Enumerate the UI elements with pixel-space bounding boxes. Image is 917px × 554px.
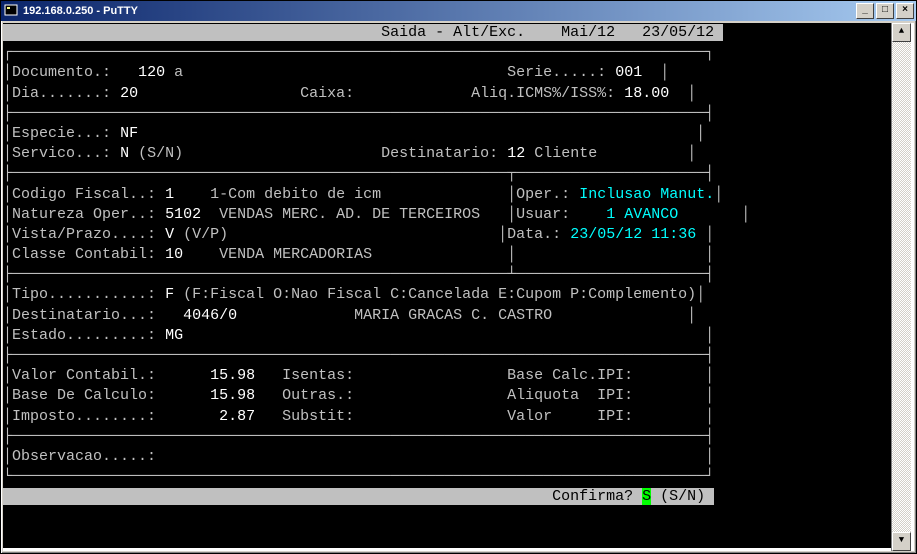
- tipo-field: F: [165, 286, 174, 303]
- row: │Tipo...........: F (F:Fiscal O:Nao Fisc…: [3, 286, 705, 303]
- servico-field: N: [120, 145, 129, 162]
- especie-field: NF: [120, 125, 138, 142]
- titlebar[interactable]: 192.168.0.250 - PuTTY _ □ ×: [1, 1, 916, 21]
- row: │Estado.........: MG │: [3, 327, 714, 344]
- status-line: Saida - Alt/Exc. Mai/12 23/05/12: [3, 23, 891, 43]
- row: └───────────────────────────────────────…: [3, 468, 714, 485]
- row: │Codigo Fiscal..: 1 1-Com debito de icm …: [3, 186, 723, 203]
- bc-field: 15.98: [210, 387, 255, 404]
- maximize-button[interactable]: □: [876, 3, 894, 19]
- row: │Destinatario...: 4046/0 MARIA GRACAS C.…: [3, 307, 696, 324]
- putty-window: 192.168.0.250 - PuTTY _ □ × Saida - Alt/…: [0, 0, 917, 554]
- row: ├───────────────────────────────────────…: [3, 347, 714, 364]
- row: │Base De Calculo: 15.98 Outras.: Aliquot…: [3, 387, 714, 404]
- confirm-prompt: Confirma?: [552, 488, 633, 505]
- row: │Observacao.....: │: [3, 448, 714, 465]
- client-area: Saida - Alt/Exc. Mai/12 23/05/12 ┌──────…: [3, 23, 914, 551]
- row: ├───────────────────────────────────────…: [3, 266, 714, 283]
- terminal[interactable]: Saida - Alt/Exc. Mai/12 23/05/12 ┌──────…: [3, 23, 891, 548]
- row: ├───────────────────────────────────────…: [3, 428, 714, 445]
- row: ┌───────────────────────────────────────…: [3, 44, 714, 61]
- app-icon: [3, 3, 19, 19]
- row: │Dia.......: 20 Caixa: Aliq.ICMS%/ISS%: …: [3, 85, 696, 102]
- imp-field: 2.87: [219, 408, 255, 425]
- scroll-track[interactable]: [892, 42, 911, 532]
- row: │Imposto........: 2.87 Substit: Valor IP…: [3, 408, 714, 425]
- vp-field: V: [165, 226, 174, 243]
- row: │Especie...: NF │: [3, 125, 705, 142]
- close-button[interactable]: ×: [896, 3, 914, 19]
- minimize-button[interactable]: _: [856, 3, 874, 19]
- estado-field: MG: [165, 327, 183, 344]
- row: │Valor Contabil.: 15.98 Isentas: Base Ca…: [3, 367, 714, 384]
- usuar-cod-field: 1: [606, 206, 615, 223]
- row: │Natureza Oper..: 5102 VENDAS MERC. AD. …: [3, 206, 750, 223]
- row: ├───────────────────────────────────────…: [3, 165, 714, 182]
- confirm-input[interactable]: S: [642, 488, 651, 505]
- serie-field: 001: [615, 64, 642, 81]
- row: │Servico...: N (S/N) Destinatario: 12 Cl…: [3, 145, 696, 162]
- documento-field: 120: [138, 64, 165, 81]
- window-title: 192.168.0.250 - PuTTY: [23, 5, 854, 17]
- dest2-field: 4046/0: [183, 307, 237, 324]
- footer-line: Confirma? S (S/N): [3, 487, 891, 507]
- cc-field: 10: [165, 246, 183, 263]
- aliq-field: 18.00: [624, 85, 669, 102]
- scroll-down-button[interactable]: ▼: [892, 532, 911, 551]
- nat-field: 5102: [165, 206, 201, 223]
- vc-field: 15.98: [210, 367, 255, 384]
- oper-field: Inclusao Manut.: [579, 186, 714, 203]
- scroll-up-button[interactable]: ▲: [892, 23, 911, 42]
- dest-cod-field: 12: [507, 145, 525, 162]
- row: │Vista/Prazo....: V (V/P) │Data.: 23/05/…: [3, 226, 714, 243]
- row: ├───────────────────────────────────────…: [3, 105, 714, 122]
- row: │Documento.: 120 a Serie.....: 001 │: [3, 64, 669, 81]
- usuar-nome-field: AVANCO: [624, 206, 678, 223]
- row: │Classe Contabil: 10 VENDA MERCADORIAS │…: [3, 246, 714, 263]
- scrollbar[interactable]: ▲ ▼: [891, 23, 911, 551]
- data-field: 23/05/12 11:36: [570, 226, 696, 243]
- cf-field: 1: [165, 186, 174, 203]
- dia-field: 20: [120, 85, 138, 102]
